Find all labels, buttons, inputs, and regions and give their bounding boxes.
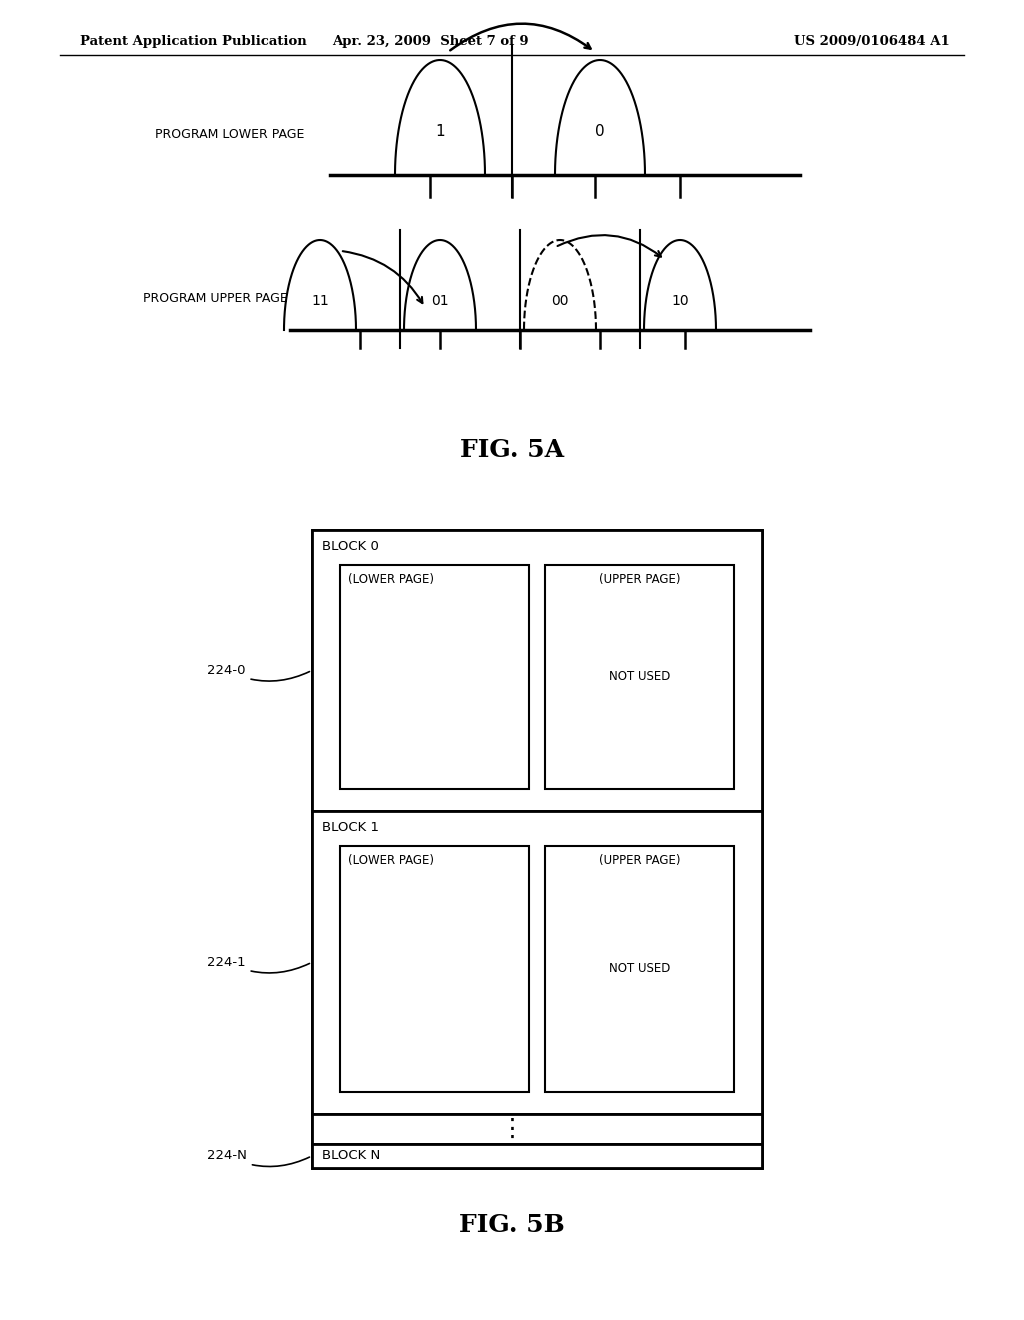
Text: (LOWER PAGE): (LOWER PAGE) xyxy=(348,854,434,867)
Text: 00: 00 xyxy=(551,294,568,308)
Text: NOT USED: NOT USED xyxy=(609,671,670,684)
Bar xyxy=(545,846,734,1092)
Text: FIG. 5A: FIG. 5A xyxy=(460,438,564,462)
Text: BLOCK 0: BLOCK 0 xyxy=(322,540,379,553)
Text: 01: 01 xyxy=(431,294,449,308)
Bar xyxy=(312,810,762,1114)
Text: PROGRAM LOWER PAGE: PROGRAM LOWER PAGE xyxy=(156,128,305,141)
Text: Apr. 23, 2009  Sheet 7 of 9: Apr. 23, 2009 Sheet 7 of 9 xyxy=(332,36,528,48)
Text: 224-1: 224-1 xyxy=(207,956,309,973)
Text: Patent Application Publication: Patent Application Publication xyxy=(80,36,307,48)
Text: FIG. 5B: FIG. 5B xyxy=(459,1213,565,1237)
Text: BLOCK N: BLOCK N xyxy=(322,1150,380,1163)
Text: 0: 0 xyxy=(595,124,605,139)
Bar xyxy=(545,565,734,789)
Bar xyxy=(340,846,529,1092)
Text: (UPPER PAGE): (UPPER PAGE) xyxy=(599,854,680,867)
Text: PROGRAM UPPER PAGE: PROGRAM UPPER PAGE xyxy=(142,292,288,305)
Text: NOT USED: NOT USED xyxy=(609,962,670,975)
Text: US 2009/0106484 A1: US 2009/0106484 A1 xyxy=(795,36,950,48)
Text: ⋮: ⋮ xyxy=(500,1117,524,1140)
Text: BLOCK 1: BLOCK 1 xyxy=(322,821,379,834)
Bar xyxy=(312,1114,762,1143)
Text: (LOWER PAGE): (LOWER PAGE) xyxy=(348,573,434,586)
Bar xyxy=(312,531,762,1168)
Bar xyxy=(312,531,762,810)
Bar xyxy=(340,565,529,789)
Text: 1: 1 xyxy=(435,124,444,139)
Bar xyxy=(312,1143,762,1168)
Text: 10: 10 xyxy=(671,294,689,308)
Text: (UPPER PAGE): (UPPER PAGE) xyxy=(599,573,680,586)
Text: 11: 11 xyxy=(311,294,329,308)
Text: 224-N: 224-N xyxy=(207,1150,309,1167)
Text: 224-0: 224-0 xyxy=(207,664,309,681)
